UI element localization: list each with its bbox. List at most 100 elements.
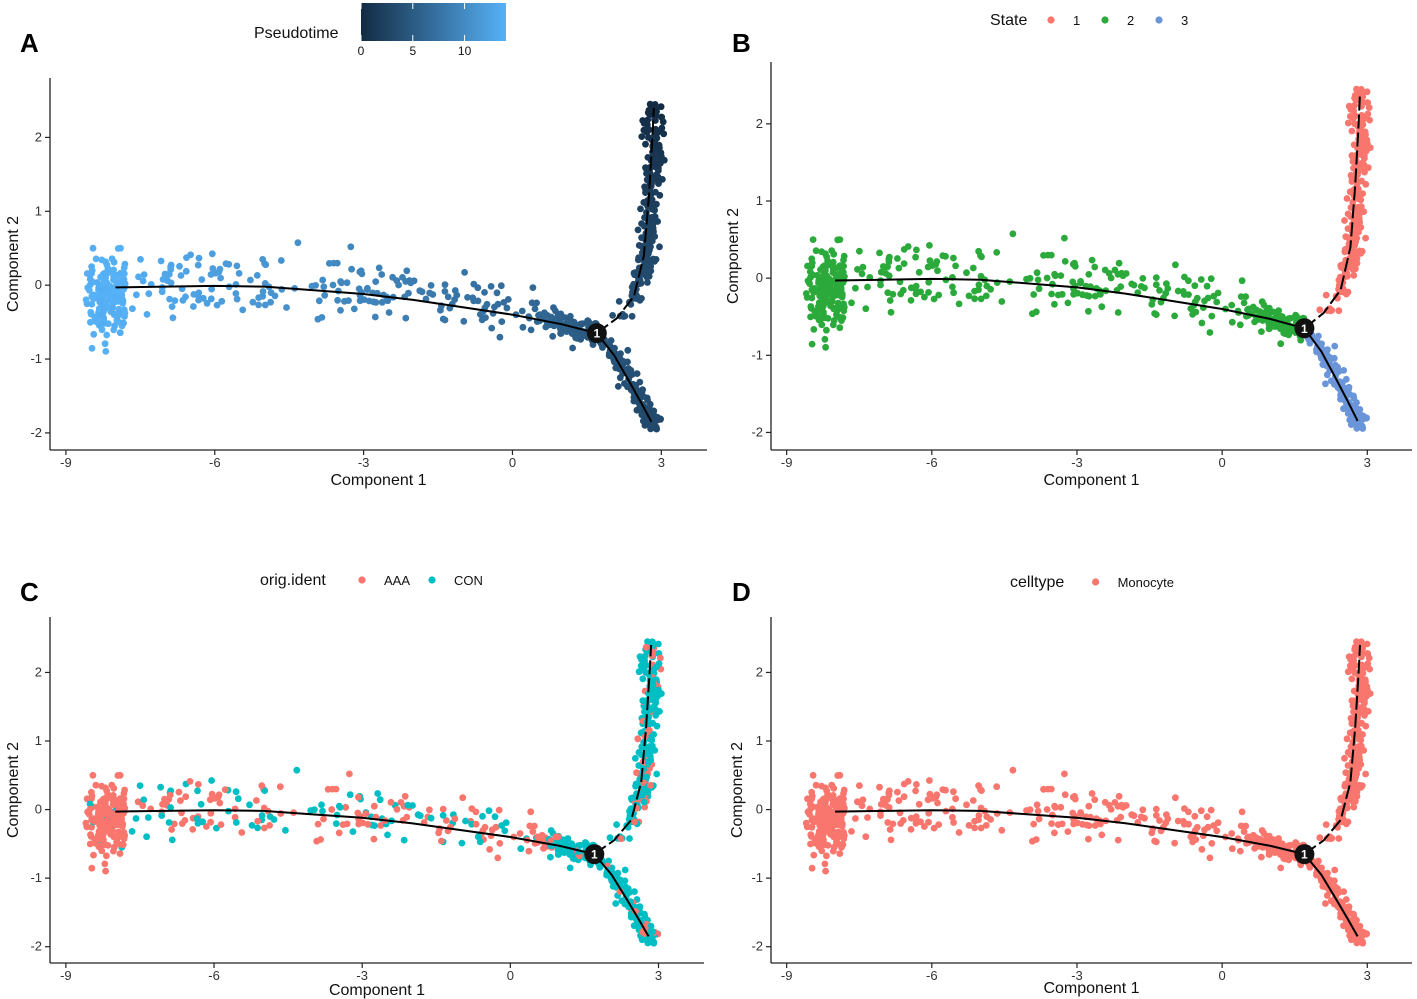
- cell-point: [555, 851, 563, 858]
- cell-point: [612, 364, 620, 372]
- cell-point: [222, 260, 230, 268]
- cell-point: [998, 298, 1006, 305]
- cell-point: [1061, 770, 1068, 778]
- cell-point: [343, 820, 351, 828]
- cell-point: [646, 421, 654, 429]
- cell-point: [657, 152, 665, 160]
- panel-letter-a: A: [20, 28, 39, 58]
- cell-point: [134, 798, 142, 806]
- cell-point: [651, 206, 658, 214]
- cell-point: [1171, 312, 1178, 320]
- cell-point: [98, 256, 106, 264]
- cell-point: [650, 151, 657, 158]
- cell-point: [963, 801, 970, 809]
- cell-point: [862, 305, 870, 313]
- cell-point: [90, 851, 97, 859]
- cell-point: [378, 271, 386, 278]
- cell-point: [649, 255, 657, 263]
- cell-point: [631, 754, 639, 762]
- cell-point: [443, 817, 450, 824]
- cell-point: [921, 823, 928, 830]
- cell-point: [955, 829, 963, 836]
- cell-point: [501, 827, 509, 835]
- cell-point: [342, 803, 350, 811]
- cell-point: [836, 771, 844, 779]
- cell-point: [1034, 276, 1042, 284]
- cell-point: [103, 331, 111, 339]
- y-tick-label: -1: [751, 870, 763, 885]
- cell-point: [1337, 395, 1344, 403]
- data-points: [802, 638, 1374, 947]
- cell-point: [569, 344, 576, 352]
- cell-point: [338, 279, 345, 287]
- cell-point: [935, 291, 943, 299]
- cell-point: [238, 829, 246, 836]
- cell-point: [634, 735, 642, 743]
- cell-point: [86, 805, 94, 813]
- cell-point: [86, 287, 93, 294]
- cell-point: [1085, 307, 1092, 315]
- cell-point: [1051, 272, 1059, 280]
- cell-point: [971, 817, 978, 825]
- cell-point: [258, 782, 266, 790]
- cell-point: [653, 200, 660, 208]
- cell-point: [987, 285, 994, 293]
- cell-point: [364, 820, 372, 828]
- cell-point: [886, 297, 894, 304]
- cell-point: [486, 846, 493, 853]
- cell-point: [260, 804, 268, 812]
- cell-point: [105, 287, 112, 295]
- panel-letter-c: C: [20, 577, 39, 607]
- cell-point: [233, 262, 241, 270]
- cell-point: [828, 792, 835, 800]
- y-tick-label: -2: [30, 425, 42, 440]
- cell-point: [831, 816, 839, 824]
- cell-point: [111, 816, 119, 824]
- cell-point: [474, 297, 482, 305]
- cell-point: [1238, 277, 1246, 285]
- cell-point: [444, 293, 452, 301]
- cell-point: [427, 814, 435, 822]
- colorbar-tick-label: 10: [458, 44, 472, 58]
- cell-point: [1201, 297, 1208, 305]
- x-tick-label: 0: [507, 968, 514, 983]
- branch-point-label: 1: [593, 327, 600, 341]
- cell-point: [1185, 820, 1192, 828]
- cell-point: [121, 280, 129, 288]
- cell-point: [1258, 827, 1266, 834]
- cell-point: [807, 313, 814, 321]
- cell-point: [87, 281, 94, 288]
- cell-point: [1091, 263, 1099, 271]
- cell-point: [115, 831, 123, 839]
- cell-point: [261, 280, 269, 287]
- cell-point: [101, 860, 109, 868]
- cell-point: [1324, 875, 1331, 882]
- cell-point: [119, 296, 127, 304]
- y-tick-label: -2: [30, 939, 42, 954]
- cell-point: [926, 242, 933, 249]
- cell-point: [835, 303, 843, 311]
- cell-point: [1069, 793, 1077, 801]
- cell-point: [86, 275, 94, 283]
- cell-point: [911, 285, 919, 292]
- cell-point: [1152, 812, 1160, 819]
- cell-point: [1340, 888, 1348, 895]
- cell-point: [1352, 421, 1360, 428]
- cell-point: [831, 286, 839, 294]
- cell-point: [1091, 292, 1099, 300]
- cell-point: [821, 262, 828, 270]
- cell-point: [1274, 313, 1282, 321]
- x-tick-label: 0: [1219, 455, 1226, 470]
- cell-point: [190, 303, 197, 310]
- cell-point: [643, 273, 651, 281]
- cell-point: [166, 791, 174, 799]
- cell-point: [1358, 411, 1365, 419]
- cell-point: [105, 811, 112, 819]
- cell-point: [812, 247, 820, 255]
- cell-point: [1030, 291, 1038, 298]
- cell-point: [824, 811, 832, 819]
- cell-point: [977, 804, 985, 812]
- cell-point: [1207, 806, 1215, 814]
- cell-point: [120, 264, 128, 272]
- cell-point: [217, 274, 225, 282]
